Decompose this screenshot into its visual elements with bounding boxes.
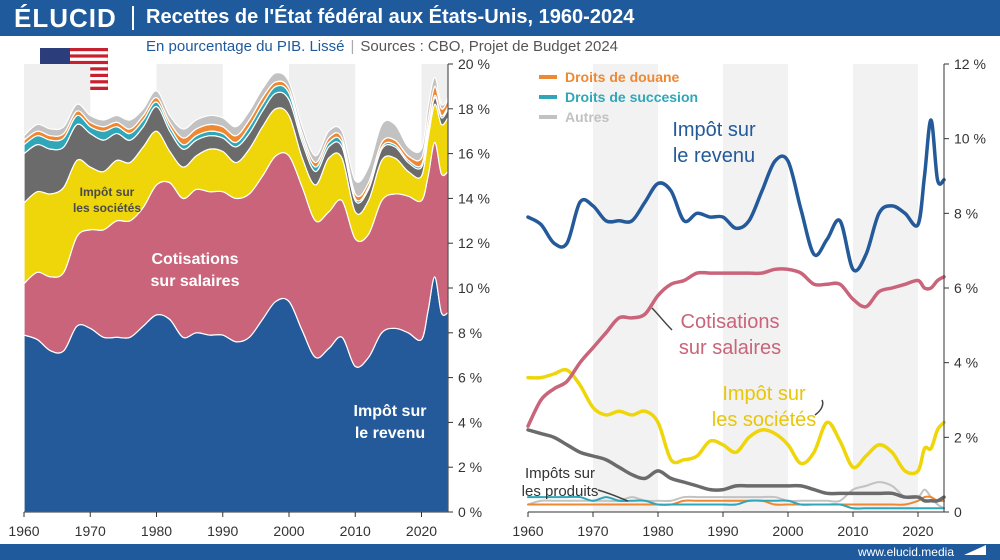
line-label-impot-societes: Impôt sur xyxy=(722,383,806,405)
line-label-impot-revenu: le revenu xyxy=(673,145,755,167)
area-series xyxy=(23,84,449,204)
line-series xyxy=(527,495,945,506)
line-label-impots-produits: Impôts sur xyxy=(525,465,595,482)
area-series xyxy=(23,276,449,513)
decade-band xyxy=(289,64,356,512)
y-tick-label: 20 % xyxy=(458,56,490,72)
subtitle-units: En pourcentage du PIB. Lissé xyxy=(146,38,345,55)
legend-label: Droits de douane xyxy=(565,69,680,85)
area-series xyxy=(23,141,449,368)
x-tick-label: 1970 xyxy=(577,523,608,539)
x-tick-label: 2020 xyxy=(406,523,437,539)
decade-band xyxy=(421,64,448,512)
us-flag-icon xyxy=(40,48,108,90)
y-tick-label: 18 % xyxy=(458,101,490,117)
y-tick-label: 14 % xyxy=(458,190,490,206)
x-tick-label: 2010 xyxy=(837,523,868,539)
x-tick-label: 1980 xyxy=(141,523,172,539)
subtitle-separator: | xyxy=(350,38,355,55)
header-divider xyxy=(132,6,134,30)
area-label-impot-societes: Impôt sur xyxy=(80,185,135,199)
y-tick-label: 6 % xyxy=(954,280,978,296)
x-tick-label: 1980 xyxy=(642,523,673,539)
line-label-cotisations: sur salaires xyxy=(679,337,781,359)
x-tick-label: 1960 xyxy=(512,523,543,539)
y-tick-label: 12 % xyxy=(458,235,490,251)
subtitle-sources: Sources : CBO, Projet de Budget 2024 xyxy=(360,38,619,55)
line-label-impot-revenu: Impôt sur xyxy=(672,119,756,141)
area-series xyxy=(23,80,449,202)
header-bar xyxy=(0,0,1000,36)
y-tick-label: 12 % xyxy=(954,56,986,72)
page-title: Recettes de l'État fédéral aux États-Uni… xyxy=(146,6,635,28)
area-series xyxy=(23,91,449,215)
area-label-impot-revenu: le revenu xyxy=(355,425,425,442)
y-tick-label: 6 % xyxy=(458,370,482,386)
y-tick-label: 2 % xyxy=(954,429,978,445)
x-tick-label: 1960 xyxy=(8,523,39,539)
y-tick-label: 10 % xyxy=(954,131,986,147)
y-tick-label: 4 % xyxy=(458,414,482,430)
x-tick-label: 2020 xyxy=(902,523,933,539)
footer-url[interactable]: www.elucid.media xyxy=(857,545,954,559)
subtitle: En pourcentage du PIB. Lissé | Sources : C… xyxy=(146,38,618,55)
line-series xyxy=(526,118,946,273)
y-tick-label: 8 % xyxy=(954,205,978,221)
decade-band xyxy=(723,64,788,512)
line-series xyxy=(527,481,945,510)
x-tick-label: 2000 xyxy=(273,523,304,539)
y-tick-label: 2 % xyxy=(458,459,482,475)
x-tick-label: 1990 xyxy=(207,523,238,539)
y-tick-label: 10 % xyxy=(458,280,490,296)
line-series xyxy=(526,367,946,476)
legend-label: Autres xyxy=(565,109,610,125)
line-series xyxy=(526,428,946,503)
area-series xyxy=(23,72,449,198)
legend-label: Droits de succesion xyxy=(565,89,698,105)
area-series xyxy=(23,103,449,285)
line-series xyxy=(527,495,945,510)
y-tick-label: 16 % xyxy=(458,146,490,162)
footer-bar xyxy=(0,544,1000,560)
decade-band xyxy=(156,64,223,512)
x-tick-label: 2000 xyxy=(772,523,803,539)
area-label-impot-revenu: Impôt sur xyxy=(354,403,427,420)
leader-line xyxy=(597,489,629,502)
x-tick-label: 2010 xyxy=(340,523,371,539)
y-tick-label: 0 xyxy=(954,504,962,520)
leader-line xyxy=(814,399,824,416)
leader-line xyxy=(651,307,673,331)
line-label-impots-produits: les produits xyxy=(522,483,599,500)
area-label-cotisations: Cotisations xyxy=(151,251,238,268)
x-tick-label: 1970 xyxy=(75,523,106,539)
brand-logo: ÉLUCID xyxy=(14,3,117,33)
area-label-impot-societes: les sociétés xyxy=(73,201,141,215)
line-label-cotisations: Cotisations xyxy=(681,311,780,333)
line-label-impot-societes: les sociétés xyxy=(712,409,817,431)
decade-band xyxy=(24,64,91,512)
brand-mark-icon xyxy=(964,545,986,555)
line-series xyxy=(526,267,946,428)
decade-band xyxy=(593,64,658,512)
y-tick-label: 8 % xyxy=(458,325,482,341)
decade-band xyxy=(853,64,918,512)
y-tick-label: 4 % xyxy=(954,355,978,371)
y-tick-label: 0 % xyxy=(458,504,482,520)
area-label-cotisations: sur salaires xyxy=(151,273,240,290)
x-tick-label: 1990 xyxy=(707,523,738,539)
